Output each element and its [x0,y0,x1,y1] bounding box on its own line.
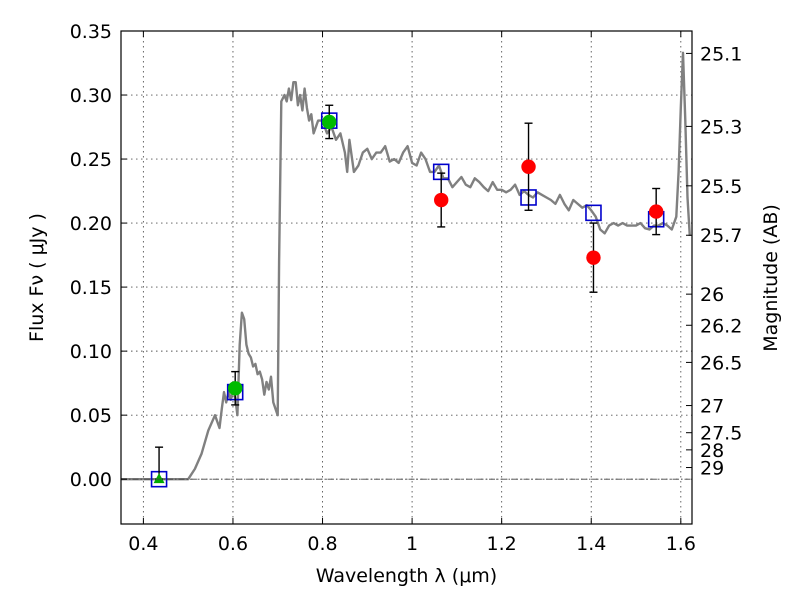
y2-tick-label: 29 [700,458,724,480]
y-tick-label: 0.25 [70,149,112,171]
plot-frame [120,30,693,525]
y-tick-label: 0.00 [70,469,112,491]
x-tick-label: 1 [406,533,418,555]
y2-tick-label: 26 [700,284,724,306]
y-axis-label: Flux Fν ( μJy ) [26,213,48,342]
observed-flux-marker [228,381,243,396]
x-tick-label: 1.6 [666,533,696,555]
y2-tick-label: 25.1 [700,43,742,65]
x-axis-label: Wavelength λ (μm) [316,565,497,587]
x-tick-label: 1.2 [487,533,517,555]
observed-flux-marker [521,159,536,174]
observed-flux-marker [434,192,449,208]
y2-tick-label: 25.3 [700,116,742,138]
observed-flux-marker [648,204,664,219]
y2-tick-label: 28 [700,440,724,462]
y2-tick-label: 25.5 [700,176,742,198]
y-tick-label: 0.15 [70,277,112,299]
y-tick-label: 0.30 [70,85,112,107]
x-tick-label: 0.6 [218,533,248,555]
y2-tick-label: 26.5 [700,352,742,374]
spectrum-line [121,51,691,481]
axis-ticks: 0.4 0.6 0.8 1 1.2 1.4 1.6 0.00 0.05 0.10 0.15 0.20 0… [70,21,743,555]
x-tick-label: 1.4 [576,533,606,555]
model-square-marker [585,204,602,222]
y2-axis-label: Magnitude (AB) [760,204,782,352]
y-tick-label: 0.05 [70,405,112,427]
y2-tick-label: 25.7 [700,225,742,247]
upper-limit-marker [153,473,165,484]
y-tick-label: 0.10 [70,341,112,363]
y2-tick-label: 26.2 [700,315,742,337]
x-tick-label: 0.4 [128,533,158,555]
y-tick-label: 0.20 [70,213,112,235]
grid [121,30,692,524]
plot-area [121,51,691,488]
observed-flux-marker [586,250,601,265]
observed-flux-marker [322,114,337,130]
y-tick-label: 0.35 [70,21,112,43]
y2-tick-label: 27.5 [700,423,742,445]
x-tick-label: 0.8 [307,533,337,555]
y2-tick-label: 27 [700,396,724,418]
